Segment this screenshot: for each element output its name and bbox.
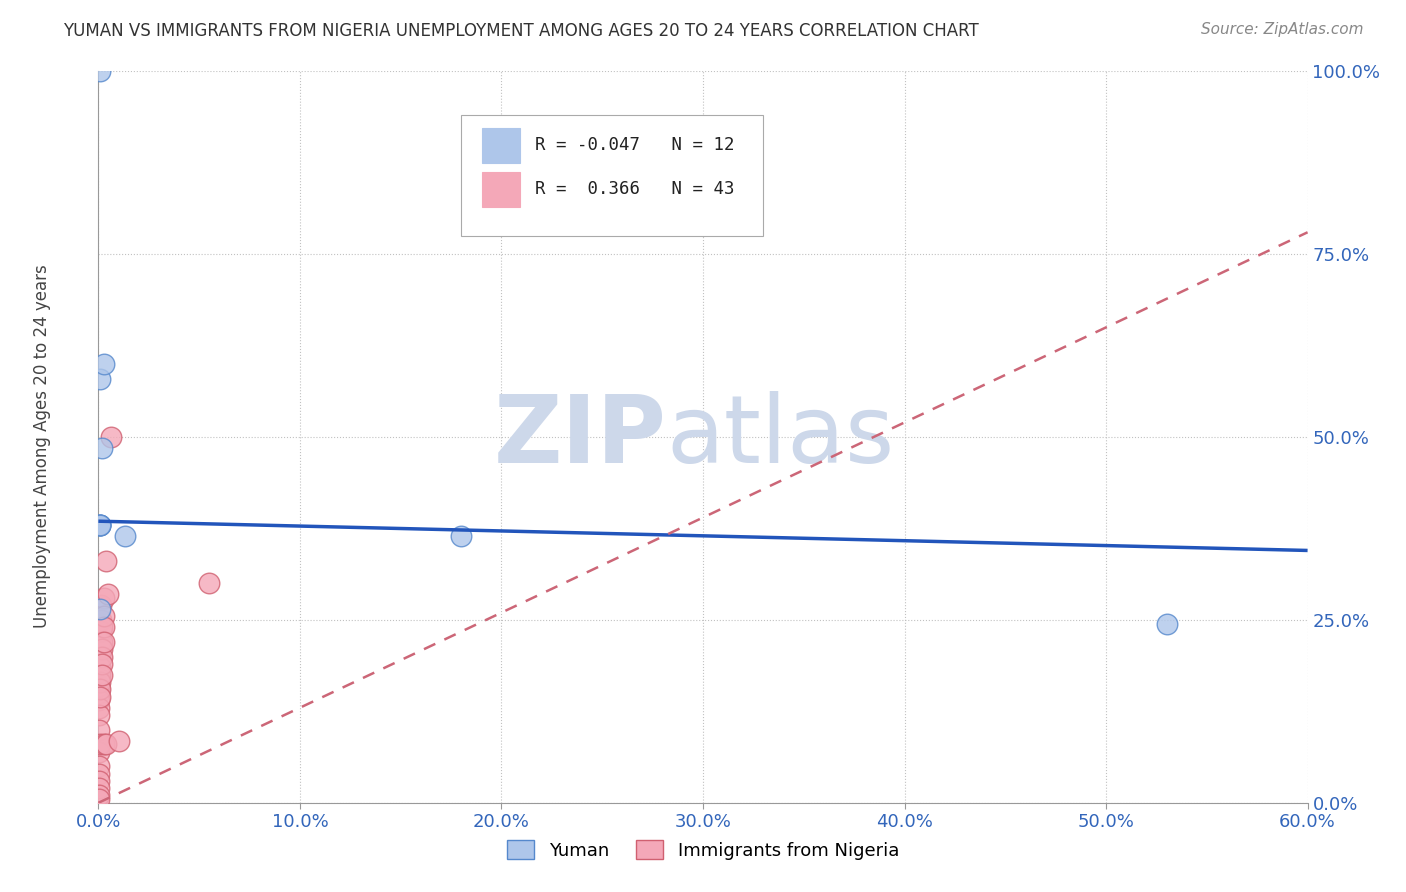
Point	[91, 657, 114, 671]
Point	[89, 667, 111, 681]
Point	[89, 693, 111, 707]
FancyBboxPatch shape	[461, 115, 763, 235]
Point	[89, 660, 111, 674]
Point	[198, 576, 221, 591]
Point	[89, 759, 111, 773]
Text: Unemployment Among Ages 20 to 24 years: Unemployment Among Ages 20 to 24 years	[34, 264, 51, 628]
Point	[97, 587, 120, 601]
Point	[89, 745, 111, 759]
Text: R = -0.047   N = 12: R = -0.047 N = 12	[534, 136, 734, 154]
Point	[89, 789, 111, 803]
Point	[89, 700, 111, 714]
Text: Source: ZipAtlas.com: Source: ZipAtlas.com	[1201, 22, 1364, 37]
Point	[89, 517, 111, 532]
Point	[93, 609, 115, 624]
Point	[89, 766, 111, 780]
Text: atlas: atlas	[666, 391, 896, 483]
Point	[450, 529, 472, 543]
Point	[89, 690, 111, 704]
Legend: Yuman, Immigrants from Nigeria: Yuman, Immigrants from Nigeria	[501, 833, 905, 867]
Point	[89, 635, 111, 649]
Point	[90, 624, 112, 638]
Point	[89, 672, 111, 686]
Point	[89, 675, 111, 690]
Point	[89, 517, 111, 532]
Point	[89, 371, 111, 385]
Point	[107, 733, 129, 747]
Point	[93, 357, 115, 371]
Point	[89, 792, 111, 806]
Point	[89, 517, 111, 532]
Text: YUMAN VS IMMIGRANTS FROM NIGERIA UNEMPLOYMENT AMONG AGES 20 TO 24 YEARS CORRELAT: YUMAN VS IMMIGRANTS FROM NIGERIA UNEMPLO…	[63, 22, 979, 40]
Point	[93, 591, 115, 605]
Point	[91, 649, 114, 664]
Point	[91, 620, 114, 634]
Point	[89, 602, 111, 616]
Point	[89, 682, 111, 697]
Point	[89, 723, 111, 737]
Point	[89, 682, 111, 697]
Point	[90, 599, 112, 613]
Point	[89, 708, 111, 723]
Point	[93, 620, 115, 634]
Point	[89, 517, 111, 532]
Point	[93, 635, 115, 649]
Point	[114, 529, 136, 543]
Point	[89, 737, 111, 751]
Point	[96, 554, 118, 568]
Text: R =  0.366   N = 43: R = 0.366 N = 43	[534, 180, 734, 198]
Bar	[482, 171, 520, 207]
Point	[100, 430, 122, 444]
Point	[91, 667, 114, 681]
Point	[89, 773, 111, 788]
Point	[1156, 616, 1178, 631]
Point	[89, 649, 111, 664]
Point	[93, 737, 115, 751]
Text: ZIP: ZIP	[494, 391, 666, 483]
Point	[91, 441, 114, 455]
Point	[89, 679, 111, 693]
Bar	[482, 128, 520, 163]
Point	[89, 781, 111, 796]
Point	[91, 642, 114, 657]
Point	[96, 737, 118, 751]
Point	[91, 635, 114, 649]
Point	[90, 613, 112, 627]
Point	[89, 64, 111, 78]
Point	[89, 686, 111, 700]
